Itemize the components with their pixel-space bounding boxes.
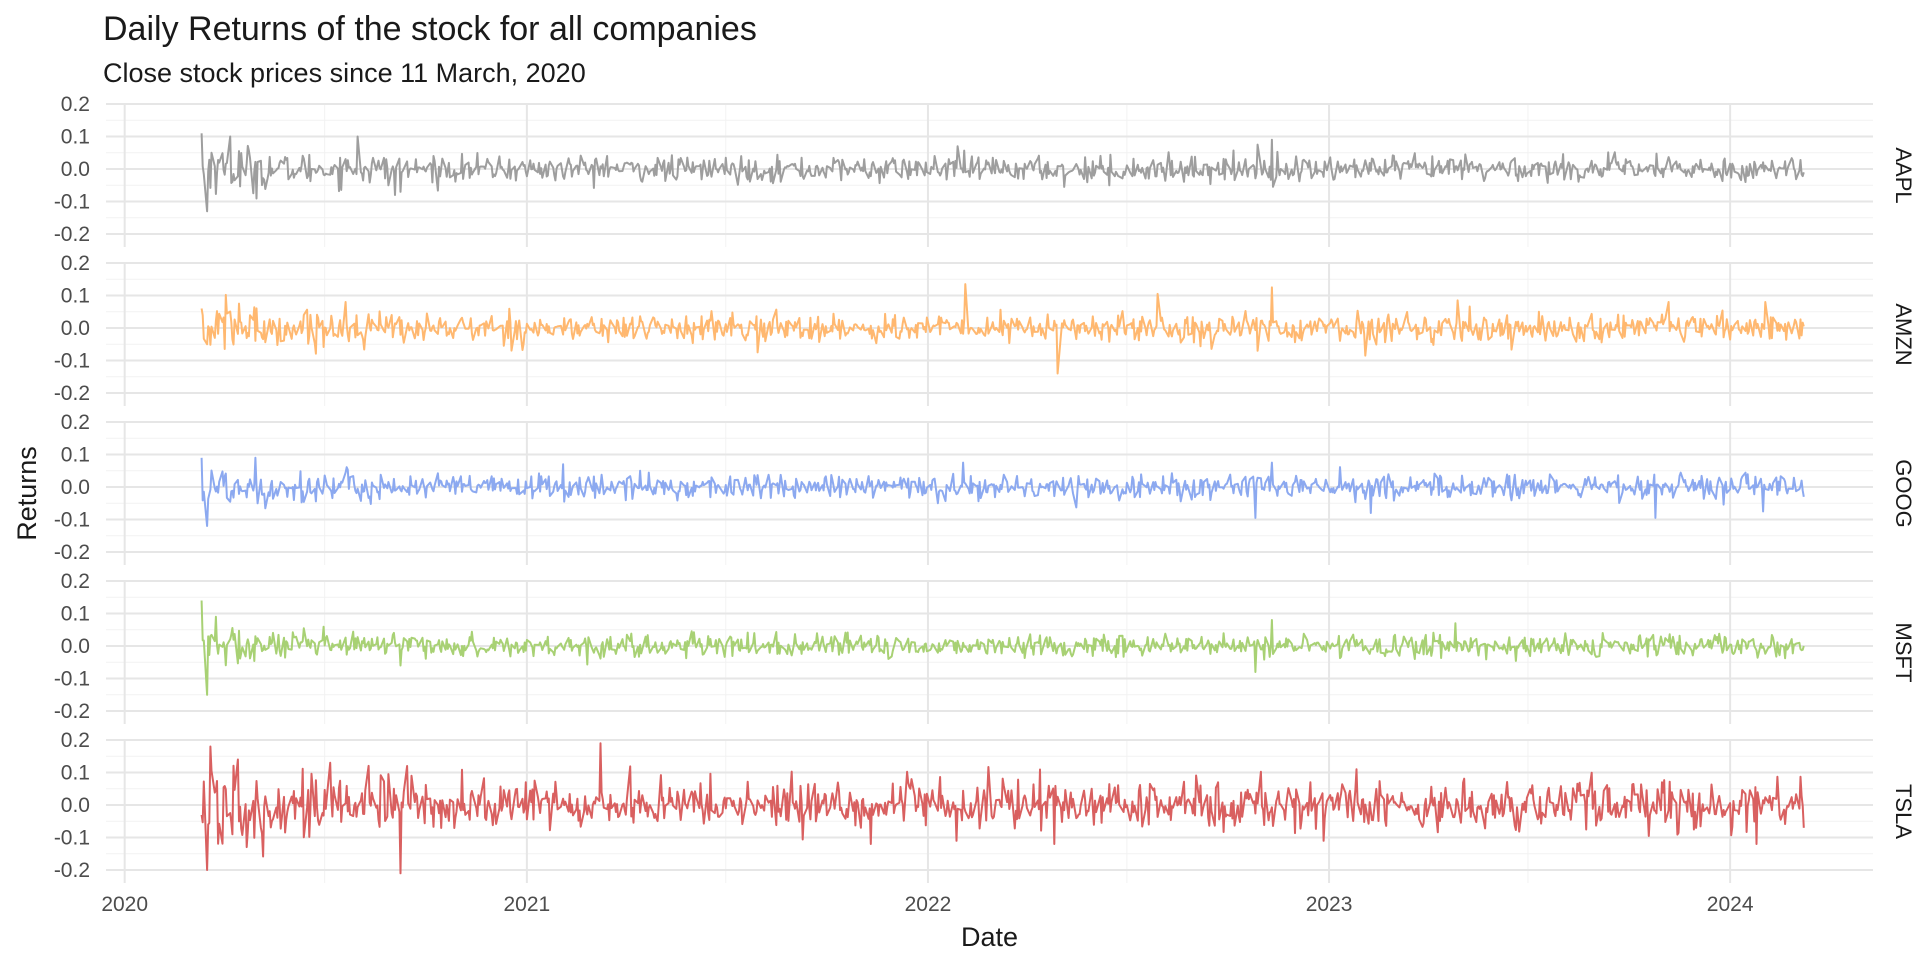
facet-label: AMZN [1891,303,1916,365]
y-tick-label: -0.2 [54,223,90,246]
y-tick-label: 0.1 [61,126,90,149]
series-line-aapl [200,133,1805,213]
y-tick-label: 0.1 [61,285,90,308]
chart-subtitle: Close stock prices since 11 March, 2020 [103,58,586,88]
y-tick-label: -0.1 [54,509,90,532]
y-tick-label: -0.2 [54,700,90,723]
x-tick-label: 2021 [504,893,551,916]
y-tick-label: -0.1 [54,668,90,691]
y-tick-label: -0.2 [54,382,90,405]
series-line-goog [200,456,1805,527]
y-tick-label: 0.0 [61,317,90,340]
y-tick-label: 0.0 [61,476,90,499]
y-tick-label: 0.0 [61,635,90,658]
panel-aapl: -0.2 -0.1 0.0 0.1 0.2 AAPL [54,93,1916,247]
panel-msft: -0.2 -0.1 0.0 0.1 0.2 MSFT [54,570,1916,724]
y-tick-label: 0.2 [61,411,90,434]
facet-label: MSFT [1891,623,1916,683]
y-tick-label: 0.1 [61,762,90,785]
y-axis-title: Returns [12,446,42,541]
panel-amzn: -0.2 -0.1 0.0 0.1 0.2 AMZN [54,252,1916,406]
panel-goog: -0.2 -0.1 0.0 0.1 0.2 GOOG [54,411,1916,565]
panel-tsla: -0.2 -0.1 0.0 0.1 0.2 TSLA [54,729,1916,883]
x-axis-title: Date [961,922,1018,952]
y-tick-label: 0.2 [61,570,90,593]
facet-label: TSLA [1891,784,1916,839]
x-tick-label: 2024 [1707,893,1754,916]
series-line-tsla [200,742,1805,875]
series-line-amzn [200,283,1805,375]
x-tick-label: 2022 [905,893,952,916]
y-tick-label: 0.1 [61,603,90,626]
y-tick-label: 0.2 [61,252,90,275]
x-tick-label: 2023 [1306,893,1353,916]
y-tick-label: 0.2 [61,729,90,752]
y-tick-label: -0.1 [54,191,90,214]
facet-label: GOOG [1891,459,1916,527]
y-tick-label: -0.2 [54,541,90,564]
y-tick-label: -0.1 [54,827,90,850]
x-tick-label: 2020 [101,893,148,916]
y-tick-label: -0.2 [54,859,90,882]
y-tick-label: -0.1 [54,350,90,373]
facet-label: AAPL [1891,147,1916,203]
y-tick-label: 0.2 [61,93,90,116]
y-tick-label: 0.0 [61,794,90,817]
chart-title: Daily Returns of the stock for all compa… [103,10,757,48]
y-tick-label: 0.0 [61,158,90,181]
y-tick-label: 0.1 [61,444,90,467]
series-line-msft [200,600,1805,696]
